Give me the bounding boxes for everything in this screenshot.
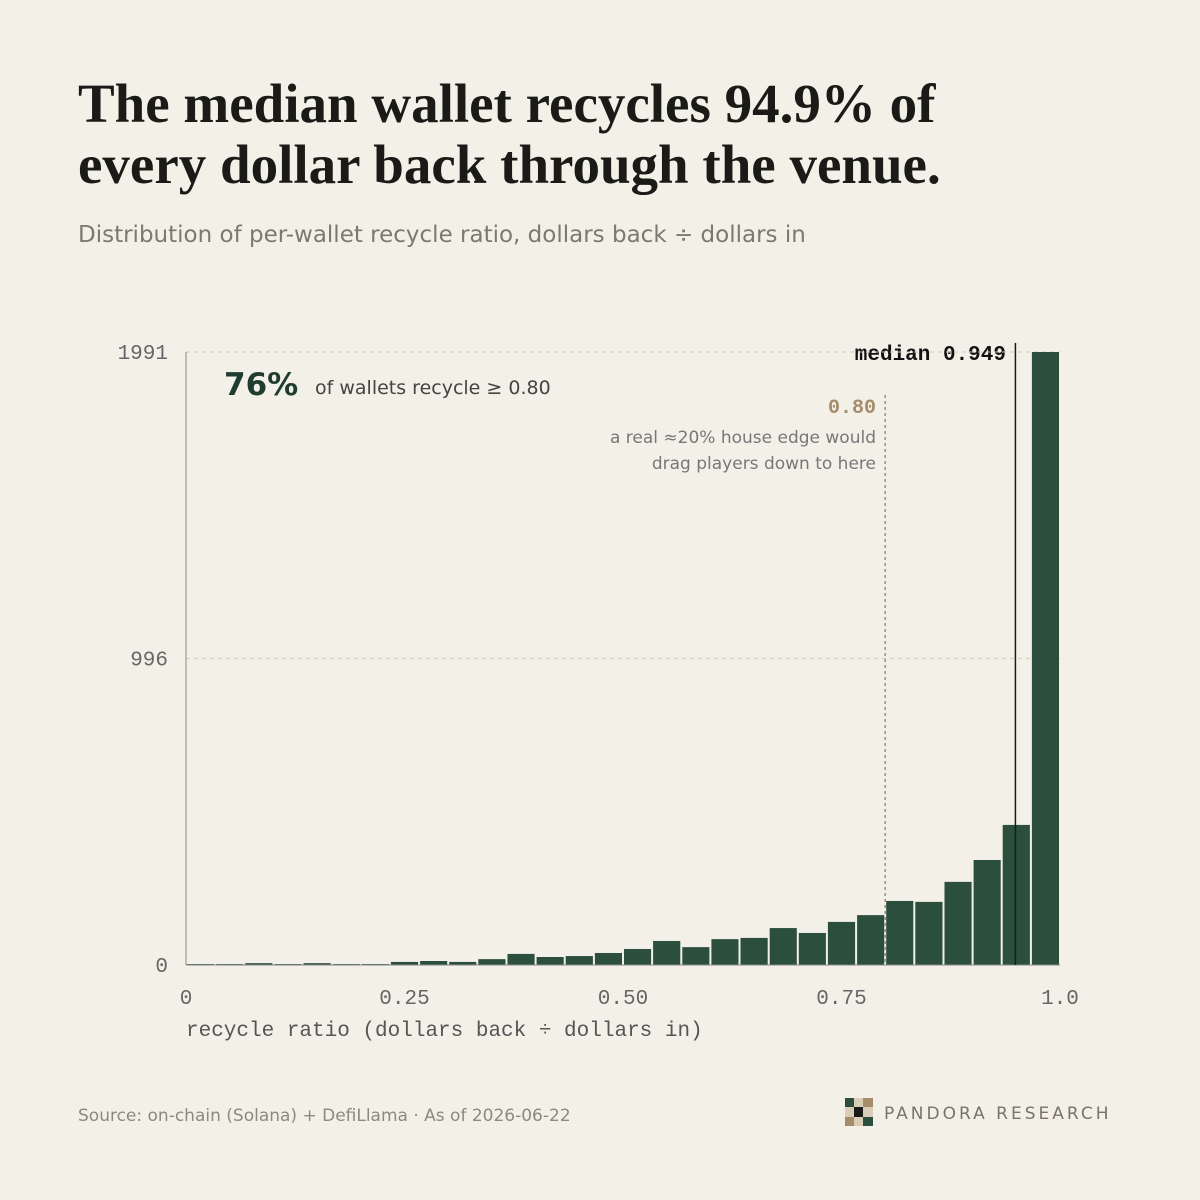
y-tick-label: 1991 [118,343,168,366]
bar [886,900,914,965]
stat-value: 76% [224,367,298,403]
source: Source: on-chain (Solana) + DefiLlama · … [78,1106,571,1126]
bar [857,915,885,965]
stat-text: of wallets recycle ≥ 0.80 [315,377,551,399]
bar [565,956,593,965]
bar [507,953,535,965]
x-tick-label: 0 [180,988,193,1011]
bar [682,947,710,965]
bar [740,937,768,965]
bar [390,961,419,965]
y-tick-label: 996 [130,649,168,672]
chart-subtitle: Distribution of per-wallet recycle ratio… [78,222,806,248]
bar [420,960,448,965]
threshold-note: a real ≈20% house edge would [610,428,876,448]
y-tick-label: 0 [155,956,168,979]
chart-title: every dollar back through the venue. [78,134,941,195]
x-tick-label: 0.50 [598,988,648,1011]
median-label: median 0.949 [855,344,1006,367]
bar [1002,824,1030,965]
bar [245,963,273,965]
bar [653,940,681,965]
threshold-note: drag players down to here [652,454,876,474]
bar [915,901,943,965]
bar [711,939,739,965]
bar [1031,352,1059,965]
brand-logo [845,1098,873,1126]
brand-name: PANDORA RESEARCH [884,1104,1111,1124]
x-tick-label: 0.75 [816,988,866,1011]
x-tick-label: 1.0 [1041,988,1079,1011]
bar [624,948,652,965]
bar [303,963,331,965]
x-axis-label: recycle ratio (dollars back ÷ dollars in… [186,1020,703,1043]
bar [478,959,506,965]
bar [827,921,856,965]
bar [944,881,972,965]
bar [536,956,564,965]
bar [798,932,826,965]
bar [449,961,477,965]
bar [769,928,797,965]
bar [594,952,622,965]
x-tick-label: 0.25 [379,988,429,1011]
bar [973,860,1001,965]
chart-title: The median wallet recycles 94.9% of [78,73,936,134]
threshold-label: 0.80 [828,397,876,420]
